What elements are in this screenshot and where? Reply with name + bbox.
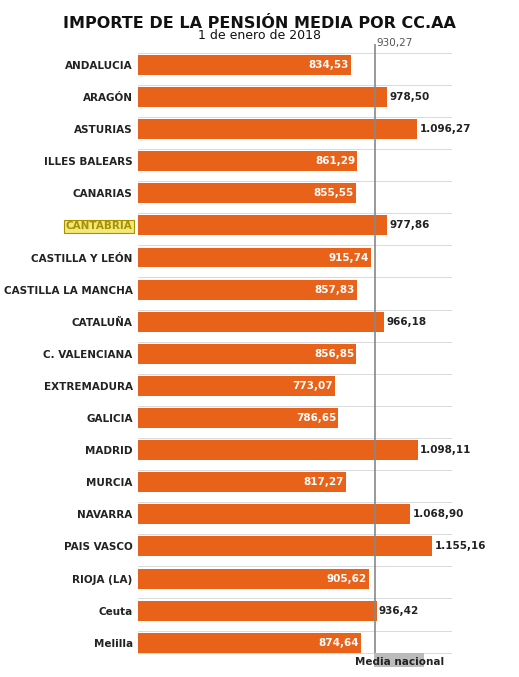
Bar: [138, 151, 358, 171]
Bar: [138, 312, 384, 332]
Text: 1.096,27: 1.096,27: [419, 124, 471, 134]
Bar: [138, 473, 346, 492]
Bar: [138, 504, 411, 524]
Text: 977,86: 977,86: [389, 221, 430, 230]
Bar: [138, 87, 387, 107]
Bar: [138, 344, 356, 364]
Bar: [138, 569, 368, 588]
Text: 773,07: 773,07: [292, 381, 333, 391]
Text: 1.098,11: 1.098,11: [420, 445, 471, 455]
Bar: [138, 408, 338, 428]
Bar: [138, 55, 350, 75]
Text: Media nacional: Media nacional: [354, 657, 444, 667]
Text: IMPORTE DE LA PENSIÓN MEDIA POR CC.AA: IMPORTE DE LA PENSIÓN MEDIA POR CC.AA: [63, 16, 456, 30]
Text: 978,50: 978,50: [389, 92, 430, 102]
Text: 817,27: 817,27: [304, 477, 344, 487]
Text: 857,83: 857,83: [314, 284, 354, 294]
Text: 874,64: 874,64: [318, 638, 359, 648]
Text: 905,62: 905,62: [326, 573, 367, 584]
Bar: [138, 633, 361, 653]
Text: 966,18: 966,18: [386, 317, 426, 327]
Bar: [138, 119, 417, 139]
Text: 1.068,90: 1.068,90: [413, 509, 464, 519]
Text: 930,27: 930,27: [376, 37, 413, 47]
Text: 1.155,16: 1.155,16: [434, 542, 486, 552]
Text: 915,74: 915,74: [329, 253, 369, 263]
Bar: [138, 536, 432, 556]
Text: 1 de enero de 2018: 1 de enero de 2018: [198, 29, 321, 42]
Text: 936,42: 936,42: [379, 606, 419, 615]
Bar: [138, 440, 418, 460]
Text: 855,55: 855,55: [313, 188, 354, 198]
Text: 856,85: 856,85: [314, 349, 354, 359]
Bar: [138, 600, 377, 621]
Bar: [138, 376, 335, 396]
FancyBboxPatch shape: [374, 653, 424, 670]
Bar: [138, 183, 356, 203]
Text: 786,65: 786,65: [296, 413, 336, 423]
Bar: [138, 248, 371, 267]
Bar: [138, 280, 357, 299]
Text: 834,53: 834,53: [308, 60, 349, 70]
Text: 861,29: 861,29: [315, 156, 356, 166]
Bar: [138, 215, 387, 236]
